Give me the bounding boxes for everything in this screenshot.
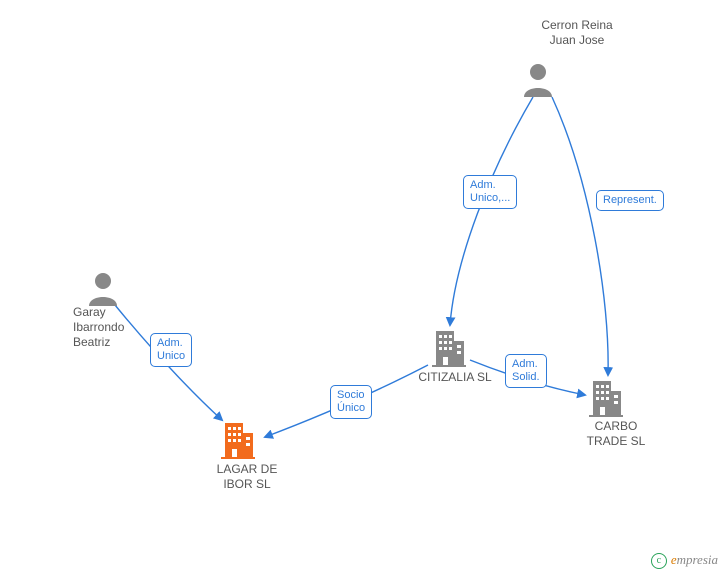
node-label-lagar: LAGAR DE IBOR SL — [207, 462, 287, 492]
building-icon — [432, 327, 466, 367]
building-icon — [589, 377, 623, 417]
node-label-carbo: CARBO TRADE SL — [576, 419, 656, 449]
watermark: cempresia — [651, 552, 718, 569]
person-icon — [87, 272, 119, 306]
person-icon — [522, 63, 554, 97]
copyright-icon: c — [651, 553, 667, 569]
edge-e1 — [450, 97, 533, 325]
edge-e2 — [552, 97, 608, 375]
building-icon — [221, 419, 255, 459]
edge-label-adm-unico: Adm. Unico — [150, 333, 192, 367]
edge-label-socio-unico: Socio Único — [330, 385, 372, 419]
node-label-citizalia: CITIZALIA SL — [410, 370, 500, 385]
edge-label-represent: Represent. — [596, 190, 664, 211]
node-label-garay: Garay Ibarrondo Beatriz — [73, 305, 153, 350]
node-label-cerron: Cerron Reina Juan Jose — [537, 18, 617, 48]
watermark-text: mpresia — [677, 552, 718, 567]
edge-label-adm-solid: Adm. Solid. — [505, 354, 547, 388]
edge-label-adm-unico-etc: Adm. Unico,... — [463, 175, 517, 209]
